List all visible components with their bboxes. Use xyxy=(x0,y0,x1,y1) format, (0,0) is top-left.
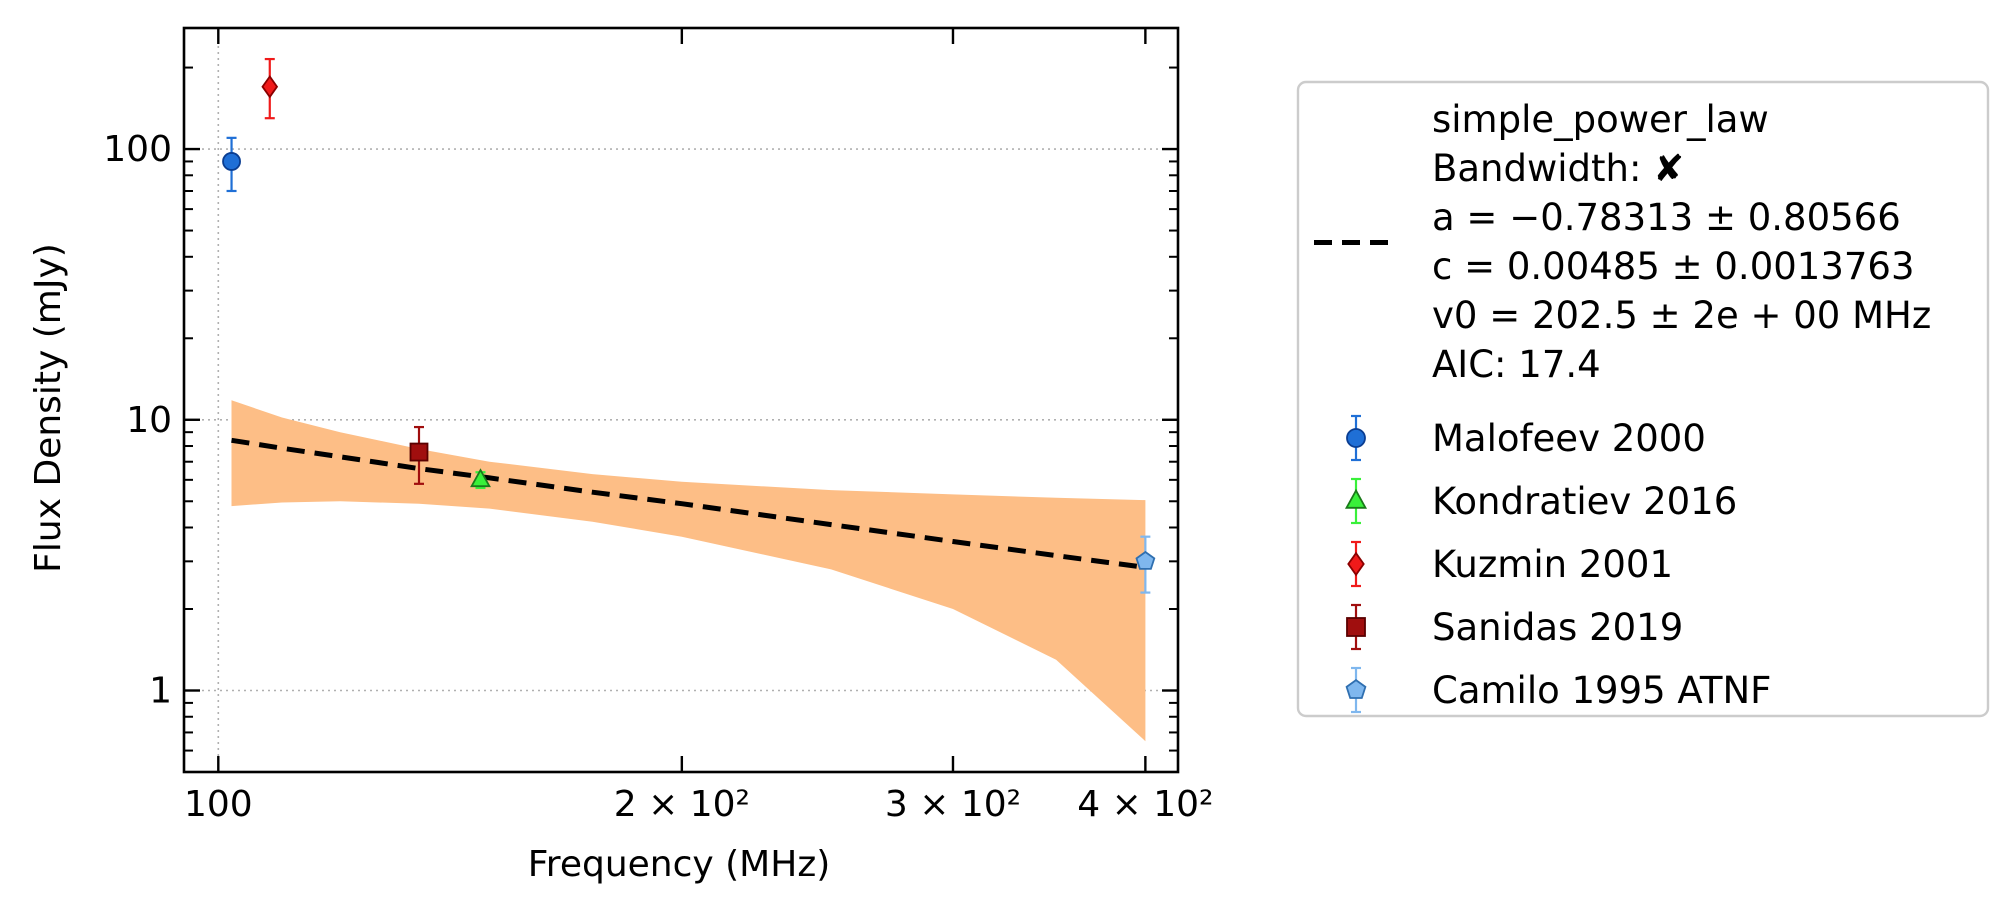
legend-series-label: Camilo 1995 ATNF xyxy=(1432,669,1771,712)
legend-series-label: Kuzmin 2001 xyxy=(1432,543,1673,586)
legend-marker-square xyxy=(1346,617,1366,637)
legend-fit-label-line: Bandwidth: ✘ xyxy=(1432,147,1684,190)
legend-fit-label-line: simple_power_law xyxy=(1432,98,1769,141)
legend-series-label: Sanidas 2019 xyxy=(1432,606,1683,649)
x-tick-label: 4 × 10² xyxy=(1077,784,1213,825)
y-tick-label: 10 xyxy=(126,400,172,441)
legend-fit-label-line: v0 = 202.5 ± 2e + 00 MHz xyxy=(1432,294,1931,337)
y-axis-label: Flux Density (mJy) xyxy=(28,243,69,573)
data-point-circle xyxy=(222,152,241,171)
data-point-triangle xyxy=(470,468,491,488)
fit-line xyxy=(231,437,1146,570)
legend-series-label: Kondratiev 2016 xyxy=(1432,480,1737,523)
axes: 1 10 100 100 2 × 10² 3 × 10² 4 × 10² xyxy=(103,26,1213,825)
y-tick-label: 100 xyxy=(103,129,172,170)
x-tick-label: 2 × 10² xyxy=(614,784,750,825)
legend-fit-label-line: c = 0.00485 ± 0.0013763 xyxy=(1432,245,1914,288)
legend-series-label: Malofeev 2000 xyxy=(1432,417,1706,460)
data-point-diamond xyxy=(261,74,279,99)
y-tick-label: 1 xyxy=(149,671,172,712)
plot-area xyxy=(184,28,1178,772)
legend: simple_power_law Bandwidth: ✘ a = −0.78313… xyxy=(1296,80,1990,718)
legend-fit-label-line: AIC: 17.4 xyxy=(1432,343,1601,386)
fit-confidence-band xyxy=(231,400,1146,742)
legend-marker-circle xyxy=(1346,428,1366,448)
data-point-pentagon xyxy=(1135,550,1156,570)
legend-fit-label-line: a = −0.78313 ± 0.80566 xyxy=(1432,196,1901,239)
data-point-square xyxy=(409,442,429,462)
x-tick-label: 100 xyxy=(184,784,253,825)
x-axis-label: Frequency (MHz) xyxy=(528,844,831,885)
plot-frame xyxy=(182,26,1180,774)
legend-box xyxy=(1296,80,1990,718)
legend-marker-diamond xyxy=(1347,551,1365,577)
legend-marker-triangle xyxy=(1344,488,1368,509)
x-tick-label: 3 × 10² xyxy=(885,784,1021,825)
legend-marker-pentagon xyxy=(1345,678,1367,699)
